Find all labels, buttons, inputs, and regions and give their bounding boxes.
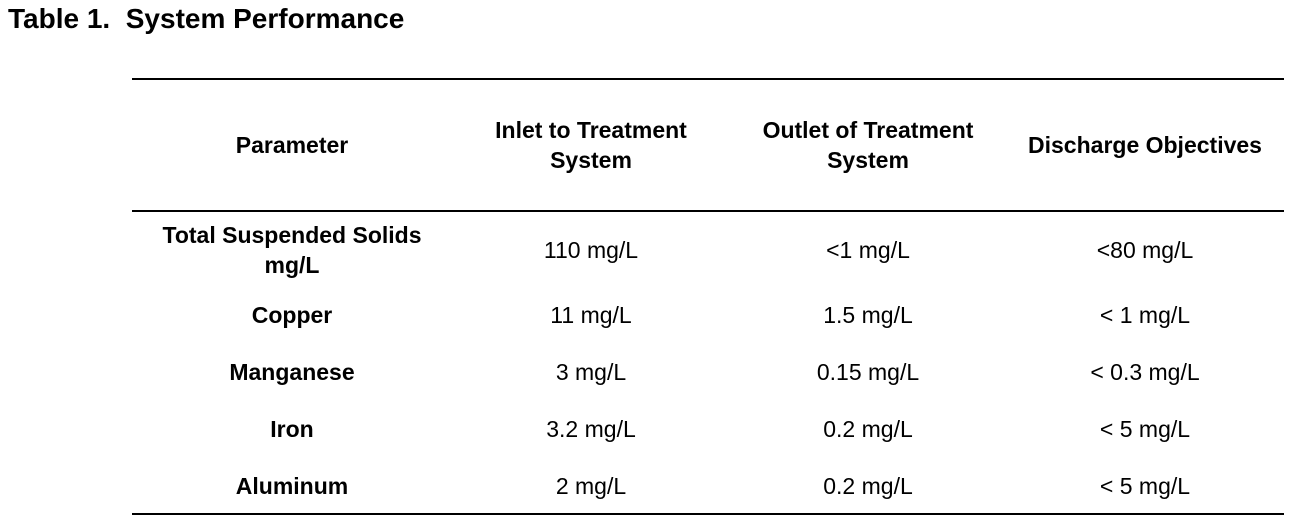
row-label: Copper	[251, 302, 333, 328]
cell-value: 2 mg/L	[555, 473, 627, 499]
row-label: Aluminum	[235, 473, 349, 499]
column-header: Outlet of Treatment System	[762, 117, 974, 173]
table-title: Table 1. System Performance	[8, 3, 405, 34]
column-header: Parameter	[235, 132, 349, 158]
cell-value: 11 mg/L	[550, 302, 632, 328]
cell-value: < 5 mg/L	[1099, 473, 1191, 499]
cell-value: < 1 mg/L	[1099, 302, 1191, 328]
cell-value: 0.2 mg/L	[823, 416, 913, 442]
row-label: Manganese	[229, 359, 355, 385]
column-header: Discharge Objectives	[1028, 132, 1262, 158]
top-rule	[132, 78, 1284, 80]
cell-value: 0.15 mg/L	[816, 359, 920, 385]
cell-value: 110 mg/L	[543, 237, 639, 263]
cell-value: <80 mg/L	[1096, 237, 1194, 263]
cell-value: <1 mg/L	[826, 237, 910, 263]
cell-value: 0.2 mg/L	[823, 473, 913, 499]
cell-value: 3.2 mg/L	[546, 416, 636, 442]
cell-value: < 5 mg/L	[1099, 416, 1191, 442]
bottom-rule	[132, 513, 1284, 515]
cell-value: < 0.3 mg/L	[1090, 359, 1200, 385]
header-rule	[132, 210, 1284, 212]
cell-value: 1.5 mg/L	[823, 302, 913, 328]
row-label: Iron	[270, 416, 314, 442]
row-label: Total Suspended Solids mg/L	[162, 222, 422, 278]
cell-value: 3 mg/L	[555, 359, 627, 385]
column-header: Inlet to Treatment System	[495, 117, 687, 173]
